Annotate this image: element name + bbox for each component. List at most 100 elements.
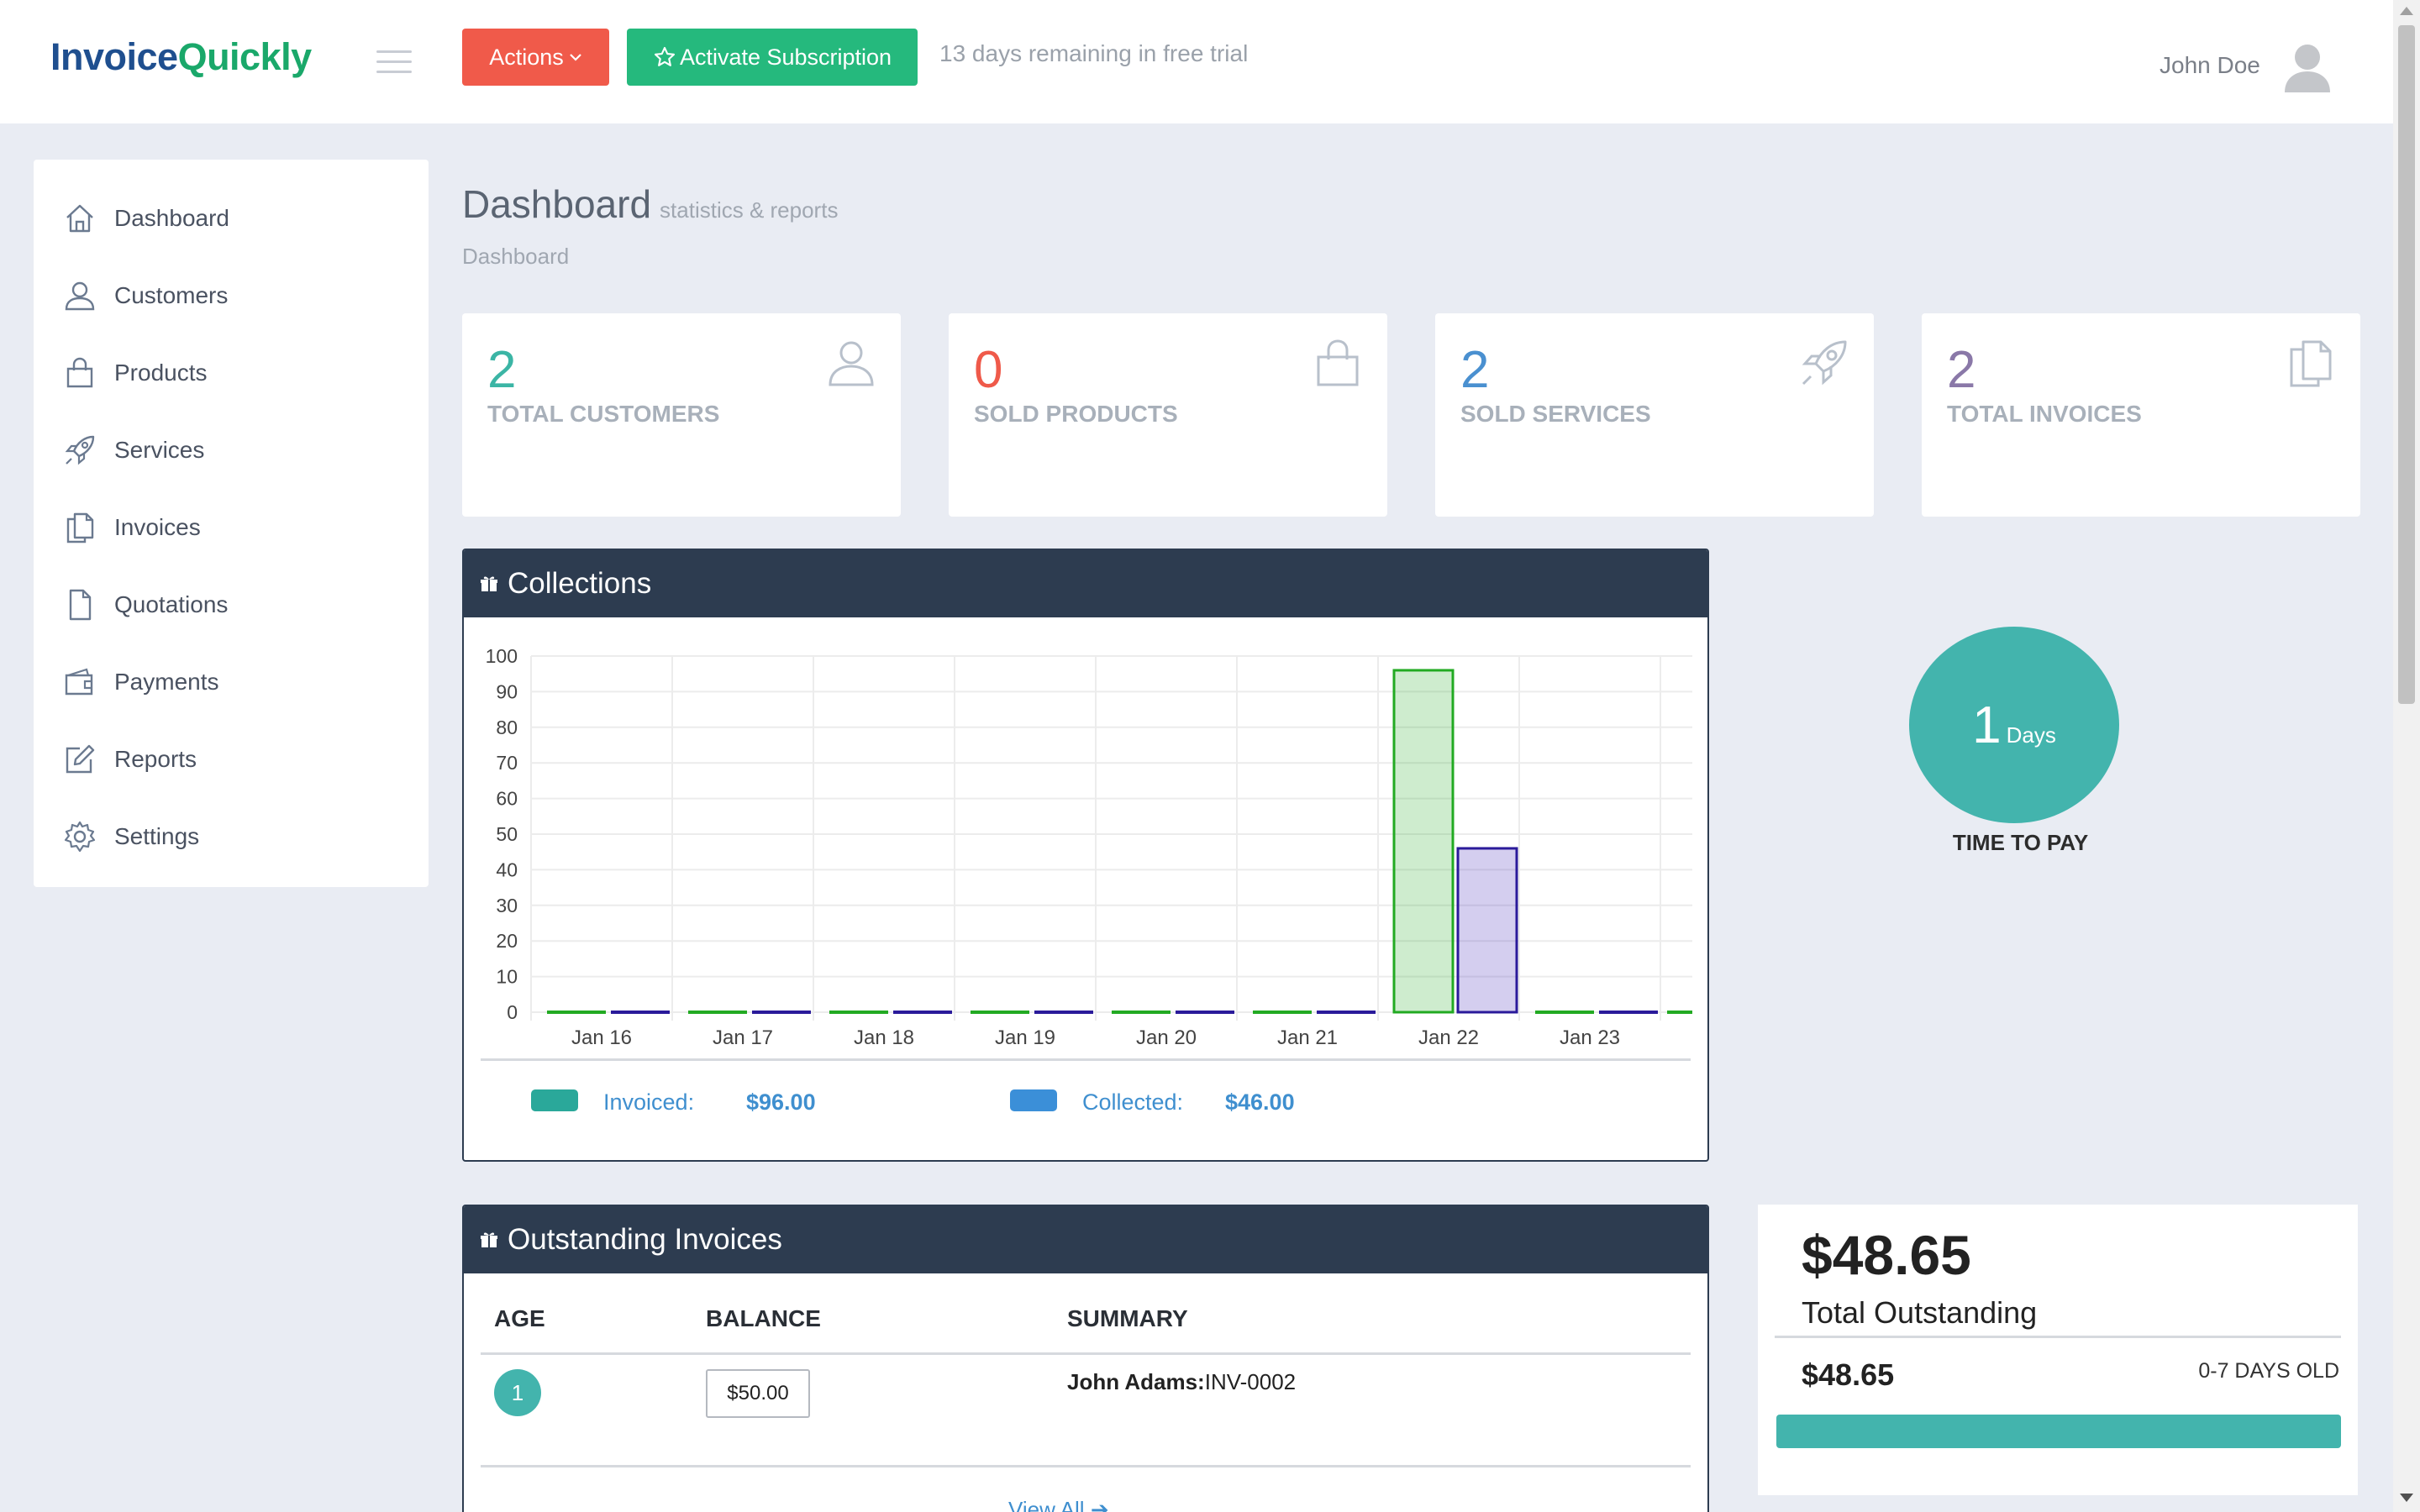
legend-swatch-collected <box>1010 1089 1057 1111</box>
chart-legend: Invoiced: $96.00 Collected: $46.00 <box>464 1078 1707 1128</box>
total-outstanding-divider <box>1775 1336 2341 1338</box>
sidebar-item-customers[interactable]: Customers <box>34 257 429 334</box>
y-tick-label: 60 <box>496 788 518 810</box>
stat-label: SOLD SERVICES <box>1460 401 1651 427</box>
actions-button[interactable]: Actions <box>462 29 609 86</box>
sidebar-item-label: Products <box>114 360 208 386</box>
scroll-up-icon[interactable] <box>2400 7 2413 15</box>
collections-chart: 0 10 20 30 40 50 60 70 80 90 100 Jan 16 Jan 17 Jan 18… <box>486 645 1692 1049</box>
sidebar-item-settings[interactable]: Settings <box>34 798 429 875</box>
sidebar-item-label: Reports <box>114 746 197 772</box>
y-tick-label: 40 <box>496 858 518 880</box>
documents-icon <box>2290 340 2332 387</box>
user-icon <box>62 278 97 313</box>
trial-notice: 13 days remaining in free trial <box>939 40 1249 66</box>
sidebar-item-label: Services <box>114 437 205 463</box>
legend-invoiced-value: $96.00 <box>746 1089 816 1115</box>
x-tick-label: Jan 22 <box>1418 1026 1479 1049</box>
sidebar: Dashboard Customers Products Services In… <box>34 160 429 887</box>
avatar-icon[interactable] <box>2281 40 2333 94</box>
bag-icon <box>1317 339 1359 386</box>
sidebar-item-label: Settings <box>114 823 200 849</box>
legend-collected-label: Collected: <box>1082 1089 1184 1115</box>
sidebar-item-dashboard[interactable]: Dashboard <box>34 180 429 257</box>
x-tick-label: Jan 20 <box>1136 1026 1197 1049</box>
total-outstanding-card: $48.65 Total Outstanding $48.65 0-7 DAYS… <box>1758 1205 2358 1495</box>
home-icon <box>62 201 97 236</box>
star-icon <box>654 46 675 66</box>
sidebar-item-invoices[interactable]: Invoices <box>34 489 429 566</box>
chevron-down-icon <box>569 54 581 61</box>
rocket-icon <box>1802 340 1847 386</box>
activate-subscription-button[interactable]: Activate Subscription <box>627 29 918 86</box>
x-tick-label: Jan 17 <box>713 1026 773 1049</box>
scroll-down-icon[interactable] <box>2400 1494 2413 1502</box>
y-tick-label: 90 <box>496 680 518 702</box>
app-logo[interactable]: InvoiceQuickly <box>50 35 312 78</box>
file-icon <box>62 587 97 622</box>
scrollbar-thumb[interactable] <box>2398 25 2415 704</box>
stat-card-total-invoices[interactable]: 2 TOTAL INVOICES <box>1922 313 2360 517</box>
legend-collected-value: $46.00 <box>1225 1089 1295 1115</box>
stat-card-sold-services[interactable]: 2 SOLD SERVICES <box>1435 313 1874 517</box>
page-subtitle: statistics & reports <box>660 197 839 223</box>
sidebar-item-quotations[interactable]: Quotations <box>34 566 429 643</box>
x-tick-label: Jan 19 <box>995 1026 1055 1049</box>
actions-button-label: Actions <box>489 44 564 70</box>
view-all-link[interactable]: View All ➔ <box>1008 1497 1109 1512</box>
y-tick-label: 20 <box>496 930 518 952</box>
top-bar: InvoiceQuickly Actions Activate Subscrip… <box>0 0 2393 123</box>
column-header-age: AGE <box>494 1305 545 1331</box>
edit-icon <box>62 742 97 777</box>
invoice-summary[interactable]: John Adams:INV-0002 <box>1067 1369 1297 1394</box>
y-tick-label: 80 <box>496 717 518 738</box>
gear-icon <box>62 819 97 854</box>
stat-card-total-customers[interactable]: 2 TOTAL CUSTOMERS <box>462 313 901 517</box>
aging-bucket-amount: $48.65 <box>1802 1357 1895 1392</box>
column-header-summary: SUMMARY <box>1067 1305 1188 1331</box>
table-footer-divider <box>481 1465 1691 1467</box>
chart-bar-collected <box>1456 847 1518 1014</box>
time-to-pay-value: 1 <box>1972 696 2002 754</box>
balance-value[interactable]: $50.00 <box>706 1369 810 1418</box>
sidebar-item-services[interactable]: Services <box>34 412 429 489</box>
activate-subscription-label: Activate Subscription <box>679 44 892 70</box>
gift-icon <box>481 576 497 591</box>
y-tick-label: 50 <box>496 823 518 845</box>
time-to-pay-unit: Days <box>2006 722 2056 748</box>
sidebar-item-label: Customers <box>114 282 229 308</box>
outstanding-header: Outstanding Invoices <box>464 1206 1707 1273</box>
x-tick-label: Jan 16 <box>571 1026 632 1049</box>
age-badge: 1 <box>494 1369 541 1416</box>
x-tick-label: Jan 23 <box>1560 1026 1620 1049</box>
sidebar-item-products[interactable]: Products <box>34 334 429 412</box>
stat-value: 2 <box>1460 341 1490 399</box>
documents-icon <box>62 510 97 545</box>
chart-bar-invoiced <box>1392 669 1455 1014</box>
stat-value: 2 <box>487 341 517 399</box>
stat-value: 2 <box>1947 341 1976 399</box>
collections-header: Collections <box>464 550 1707 617</box>
y-tick-label: 10 <box>496 966 518 988</box>
y-tick-label: 100 <box>486 645 518 667</box>
stat-card-sold-products[interactable]: 0 SOLD PRODUCTS <box>949 313 1387 517</box>
sidebar-item-reports[interactable]: Reports <box>34 721 429 798</box>
breadcrumb[interactable]: Dashboard <box>462 244 570 269</box>
bag-icon <box>62 355 97 391</box>
outstanding-title: Outstanding Invoices <box>508 1223 782 1256</box>
x-tick-label: Jan 21 <box>1277 1026 1338 1049</box>
stat-value: 0 <box>974 341 1003 399</box>
sidebar-item-label: Invoices <box>114 514 201 540</box>
menu-toggle-icon[interactable] <box>376 50 412 74</box>
legend-invoiced-label: Invoiced: <box>603 1089 695 1115</box>
y-tick-label: 0 <box>507 1001 518 1023</box>
sidebar-item-label: Dashboard <box>114 205 229 231</box>
page-scrollbar[interactable] <box>2393 0 2420 1512</box>
y-tick-label: 30 <box>496 895 518 916</box>
collections-panel: Collections 0 10 20 30 40 50 60 70 80 90 100 Jan 16… <box>462 549 1709 1162</box>
stat-label: TOTAL INVOICES <box>1947 401 2142 427</box>
column-header-balance: BALANCE <box>706 1305 821 1331</box>
sidebar-item-payments[interactable]: Payments <box>34 643 429 721</box>
total-outstanding-amount: $48.65 <box>1802 1224 1971 1286</box>
user-name[interactable]: John Doe <box>2160 52 2260 78</box>
